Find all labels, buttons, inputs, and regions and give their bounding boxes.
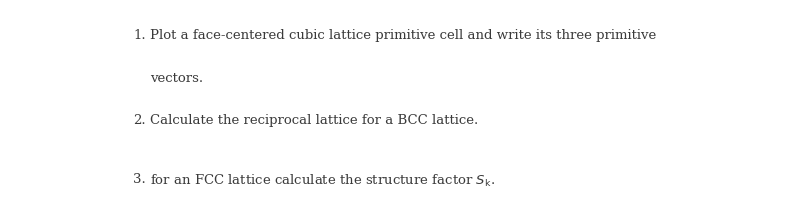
Text: Calculate the reciprocal lattice for a BCC lattice.: Calculate the reciprocal lattice for a B… (150, 114, 478, 127)
Text: vectors.: vectors. (150, 72, 203, 85)
Text: for an FCC lattice calculate the structure factor $S_{\rm k}$.: for an FCC lattice calculate the structu… (150, 173, 495, 189)
Text: 1.: 1. (133, 29, 146, 42)
Text: 3.: 3. (133, 173, 146, 186)
Text: Plot a face-centered cubic lattice primitive cell and write its three primitive: Plot a face-centered cubic lattice primi… (150, 29, 657, 42)
Text: 2.: 2. (133, 114, 146, 127)
